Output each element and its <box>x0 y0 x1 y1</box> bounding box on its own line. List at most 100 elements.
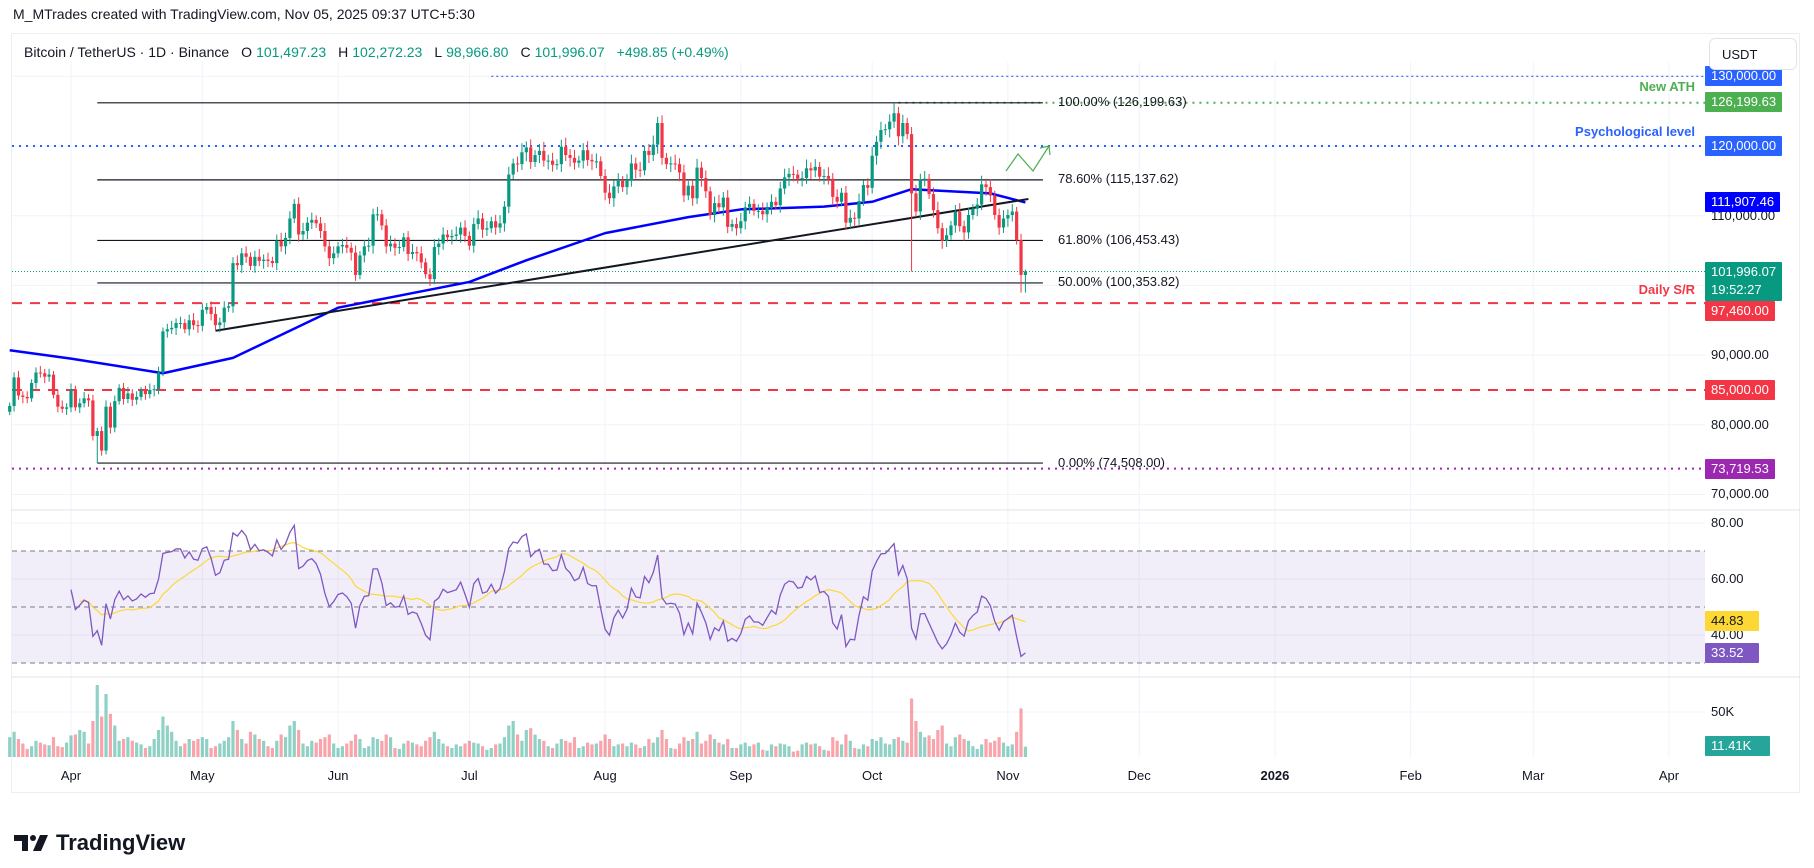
candle-body <box>441 234 445 244</box>
time-axis-label: Oct <box>862 768 883 783</box>
volume-bar <box>861 744 866 757</box>
low-value: 98,966.80 <box>446 44 509 60</box>
volume-bar <box>546 746 550 757</box>
candle-body <box>1019 240 1023 275</box>
volume-bar <box>108 713 113 757</box>
candle-body <box>454 234 458 236</box>
tradingview-logo[interactable]: TradingView <box>14 830 185 856</box>
last-price-value: 101,996.07 <box>1711 264 1777 279</box>
candle-body <box>945 235 949 241</box>
candle-body <box>765 208 769 215</box>
candle-body <box>918 179 922 212</box>
volume-bar <box>796 750 800 757</box>
candle-body <box>121 387 126 400</box>
candle-body <box>607 192 612 199</box>
candle-body <box>222 307 226 323</box>
axis-label-ma: 111,907.46 <box>1705 192 1781 212</box>
candle-body <box>677 164 682 173</box>
volume-bar <box>962 739 966 757</box>
candle-body <box>940 228 944 241</box>
volume-bar <box>117 740 121 757</box>
volume-bar <box>415 744 419 757</box>
candle-body <box>34 372 38 383</box>
volume-bar <box>283 737 288 757</box>
candle-body <box>656 122 660 145</box>
candle-body <box>47 374 51 377</box>
volume-bar <box>673 748 677 757</box>
candle-body <box>463 227 467 236</box>
candle-body <box>489 221 493 229</box>
volume-bar <box>253 734 257 757</box>
trendline <box>215 197 1029 332</box>
volume-bar <box>966 740 971 757</box>
candle-body <box>38 372 42 374</box>
volume-bar <box>717 742 721 757</box>
time-axis-label: Jun <box>327 768 349 783</box>
volume-bar <box>699 743 704 757</box>
volume-bar <box>126 737 130 757</box>
volume-bar <box>686 740 690 757</box>
high-label: H <box>338 44 349 60</box>
candle-body <box>537 150 542 156</box>
volume-bar <box>590 744 594 757</box>
volume-bar <box>813 743 817 757</box>
volume-bar <box>95 685 99 757</box>
volume-bar <box>388 737 393 757</box>
axis-label-last-price: 101,996.07 19:52:27 <box>1705 262 1783 301</box>
volume-bar <box>279 734 283 757</box>
candle-body <box>695 167 699 199</box>
candle-body <box>95 431 99 436</box>
volume-bar <box>822 749 826 757</box>
candle-body <box>896 113 901 137</box>
volume-bar <box>257 739 261 757</box>
currency-button[interactable]: USDT <box>1709 38 1797 70</box>
volume-bar <box>393 748 397 757</box>
candle-body <box>191 320 196 326</box>
volume-bar <box>927 735 931 757</box>
rsi-value-label: 33.52 <box>1705 643 1759 663</box>
volume-bar <box>156 730 161 757</box>
volume-bar <box>993 740 997 757</box>
candle-body <box>165 329 169 332</box>
candle-body <box>266 259 270 262</box>
candle-body <box>292 203 296 219</box>
candle-body <box>8 405 12 412</box>
candle-body <box>756 210 760 212</box>
volume-bar <box>879 737 883 757</box>
volume-bar <box>200 737 204 757</box>
volume-bar <box>104 694 108 757</box>
candle-body <box>472 224 476 246</box>
volume-bar <box>520 740 524 757</box>
candle-body <box>555 164 559 166</box>
volume-bar <box>463 743 467 757</box>
candle-body <box>209 307 213 314</box>
volume-bar <box>791 751 795 757</box>
candle-body <box>218 322 222 326</box>
candle-body <box>651 144 655 156</box>
candle-body <box>734 224 739 229</box>
volume-bar <box>34 740 38 757</box>
volume-bar <box>441 743 445 757</box>
candle-body <box>301 231 305 235</box>
candle-body <box>410 251 415 255</box>
candle-body <box>533 155 537 163</box>
candle-body <box>629 163 633 181</box>
candle-body <box>721 197 725 208</box>
volume-bar <box>883 743 887 757</box>
volume-bar <box>270 748 274 757</box>
time-axis-label: Apr <box>60 768 82 783</box>
candle-body <box>498 223 502 228</box>
volume-bar <box>708 734 712 757</box>
time-axis-label: Nov <box>996 768 1020 783</box>
volume-bar <box>756 742 760 757</box>
chart-credit: M_MTrades created with TradingView.com, … <box>13 6 475 22</box>
axis-label-ath: 126,199.63 <box>1705 92 1783 112</box>
volume-bar <box>1001 742 1006 757</box>
volume-bar <box>664 739 669 757</box>
volume-bar <box>984 739 988 757</box>
candle-body <box>826 175 830 179</box>
candle-body <box>402 237 406 248</box>
volume-bar <box>100 716 104 757</box>
symbol-name[interactable]: Bitcoin / TetherUS · 1D · Binance <box>24 44 230 60</box>
